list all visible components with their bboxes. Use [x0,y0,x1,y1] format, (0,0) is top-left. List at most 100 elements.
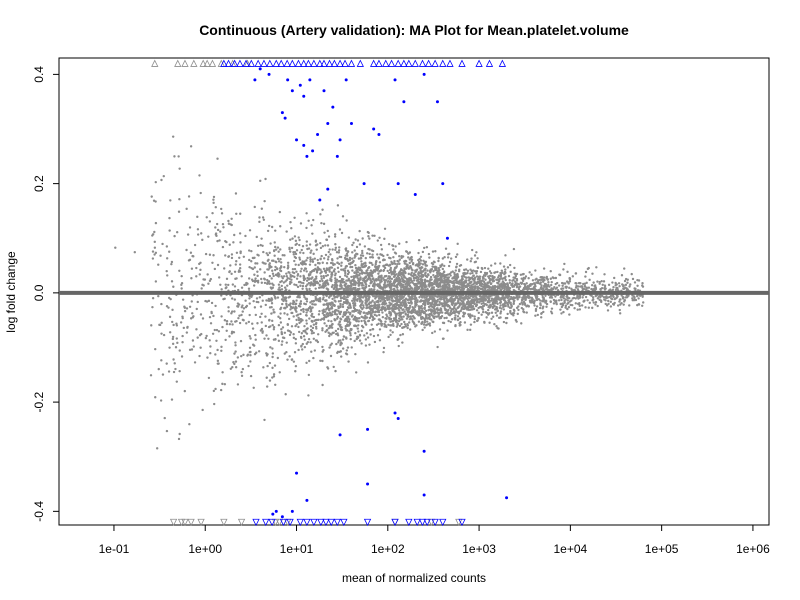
nonsig-point [574,297,577,300]
nonsig-point [374,304,378,307]
nonsig-point [346,279,349,282]
nonsig-point [574,286,578,289]
nonsig-point [467,295,470,299]
nonsig-point [244,299,247,302]
nonsig-point [454,314,457,317]
nonsig-point [472,274,475,277]
nonsig-point [404,259,407,263]
nonsig-point [469,308,472,312]
nonsig-point [253,306,257,309]
nonsig-point [212,195,216,199]
nonsig-point [290,311,293,315]
nonsig-point [315,281,318,285]
nonsig-point [423,278,427,281]
nonsig-point [327,255,330,259]
nonsig-point [420,266,423,269]
nonsig-point [370,271,373,275]
nonsig-point [267,297,271,301]
nonsig-point [234,192,238,195]
nonsig-point [202,284,205,287]
nonsig-point [272,249,276,253]
nonsig-point [523,285,527,288]
nonsig-point [394,245,397,248]
nonsig-point [367,235,370,238]
nonsig-point [337,307,340,310]
nonsig-point [218,276,221,279]
nonsig-point [195,307,198,311]
nonsig-point [334,248,337,252]
nonsig-point [322,267,326,271]
nonsig-point [283,331,287,334]
nonsig-point [626,281,629,284]
nonsig-point [488,270,492,273]
nonsig-point [452,298,456,301]
nonsig-point [425,313,429,316]
nonsig-point [471,248,474,252]
nonsig-point [285,303,288,307]
nonsig-point [498,306,502,309]
nonsig-point [329,294,332,297]
nonsig-point [427,313,431,317]
nonsig-point [217,330,221,333]
nonsig-point [426,273,430,276]
nonsig-point [562,282,566,285]
nonsig-point [437,256,440,260]
nonsig-point [220,315,223,318]
nonsig-point [550,287,553,290]
nonsig-point [381,287,385,290]
nonsig-point [584,270,588,274]
nonsig-point [295,314,299,317]
nonsig-point [173,362,176,365]
nonsig-point [595,266,598,269]
nonsig-point [238,263,242,266]
nonsig-point [566,295,569,298]
nonsig-point [278,273,281,276]
nonsig-point [517,283,521,286]
nonsig-point [402,281,406,284]
nonsig-point [157,294,160,298]
nonsig-point [344,282,348,285]
nonsig-point [410,311,413,315]
nonsig-point [509,303,513,306]
nonsig-point [519,281,523,285]
nonsig-point [512,247,516,251]
nonsig-point [443,305,446,309]
nonsig-point [443,301,447,305]
nonsig-point [222,297,225,301]
nonsig-point [499,262,502,265]
nonsig-point [272,328,276,331]
nonsig-point [411,295,414,298]
nonsig-point [359,268,362,271]
nonsig-point [396,322,400,326]
nonsig-point [283,265,286,269]
nonsig-point [531,279,535,282]
nonsig-point [347,320,351,323]
nonsig-point [345,296,348,299]
nonsig-point [325,329,328,332]
nonsig-point [297,263,300,267]
nonsig-point [160,178,163,182]
nonsig-point [209,345,212,348]
nonsig-point [303,324,306,328]
nonsig-point [253,273,256,276]
nonsig-point [449,257,453,260]
nonsig-point [448,260,452,264]
nonsig-point [388,275,392,278]
nonsig-point [359,276,362,279]
nonsig-point [252,386,255,389]
nonsig-point [438,297,441,300]
nonsig-point [477,301,481,304]
nonsig-point [382,346,386,350]
nonsig-point [421,250,425,254]
nonsig-point [211,261,214,264]
nonsig-point [311,260,315,263]
nonsig-point [459,303,462,306]
nonsig-point [385,263,389,266]
nonsig-point [328,248,331,251]
nonsig-point [620,294,623,297]
nonsig-point [349,337,352,341]
nonsig-point [294,370,297,373]
nonsig-point [423,306,426,309]
nonsig-point [239,241,242,244]
nonsig-point [323,316,326,319]
